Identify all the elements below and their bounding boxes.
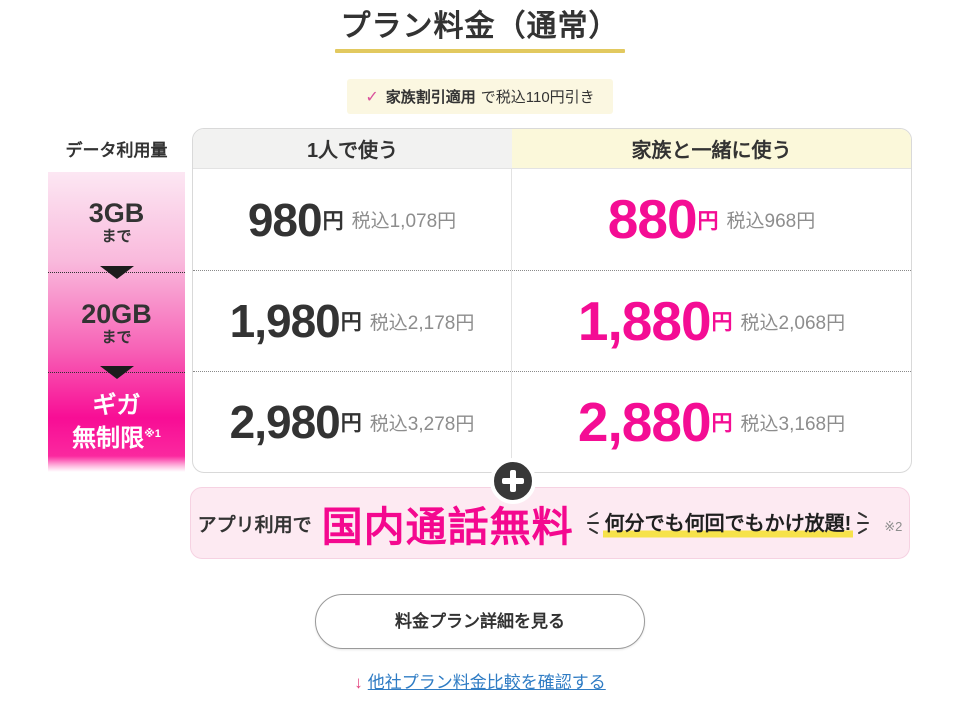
- table-row-unlimited: 2,980 円税込3,278円 2,880 円税込3,168円: [193, 371, 911, 472]
- family-discount-badge: ✓ 家族割引適用 で税込110円引き: [347, 79, 613, 114]
- down-arrow-icon: ↓: [354, 673, 363, 692]
- price-unit: 円: [340, 412, 362, 435]
- data-usage-column: データ利用量 3GB まで 20GB まで ギガ 無制限※1: [48, 128, 185, 473]
- cell-20gb-family: 1,880 円税込2,068円: [512, 271, 911, 371]
- pricing-area: データ利用量 3GB まで 20GB まで ギガ 無制限※1: [48, 128, 912, 473]
- price-tax: 税込2,068円: [740, 312, 846, 334]
- badge-bold-label: 家族割引適用: [385, 89, 476, 106]
- link-row: ↓ 他社プラン料金比較を確認する: [0, 668, 960, 693]
- table-row-20gb: 1,980 円税込2,178円 1,880 円税込2,068円: [193, 270, 911, 371]
- usage-column-header: データ利用量: [65, 140, 168, 160]
- arrow-down-icon: [99, 366, 134, 379]
- emphasis-left-icon: [586, 512, 599, 534]
- usage-cell-unlimited: ギガ 無制限※1: [48, 372, 185, 472]
- cell-3gb-solo: 980 円税込1,078円: [193, 169, 512, 270]
- price-tax: 税込2,178円: [369, 312, 475, 334]
- arrow-down-icon: [99, 266, 134, 279]
- badge-row: ✓ 家族割引適用 で税込110円引き: [0, 79, 960, 114]
- usage-cell-20gb: 20GB まで: [48, 272, 185, 372]
- price-table: 1人で使う 家族と一緒に使う 980 円税込1,078円 880 円税込968円 1…: [192, 128, 912, 473]
- title-section: プラン料金（通常）: [0, 0, 960, 53]
- price-unit: 円: [697, 209, 719, 233]
- price-tax: 税込3,278円: [369, 413, 475, 435]
- usage-20gb-label: 20GB: [81, 298, 152, 329]
- plus-icon: [490, 458, 536, 504]
- usage-20gb-suffix: まで: [101, 328, 132, 346]
- price-value: 1,980: [229, 295, 341, 347]
- table-row-3gb: 980 円税込1,078円 880 円税込968円: [193, 169, 911, 270]
- unlimited-footnote: ※1: [144, 428, 161, 440]
- price-tax: 税込3,168円: [740, 413, 846, 435]
- price-tax: 税込968円: [726, 211, 816, 232]
- price-unit: 円: [322, 209, 344, 233]
- header-family: 家族と一緒に使う: [512, 129, 911, 168]
- compare-plans-link[interactable]: 他社プラン料金比較を確認する: [367, 673, 606, 692]
- usage-3gb-label: 3GB: [88, 198, 145, 228]
- title-underline: [335, 49, 625, 53]
- price-value: 2,980: [229, 396, 341, 448]
- call-banner-footnote: ※2: [884, 519, 903, 534]
- call-banner-detail: 何分でも何回でもかけ放題!: [602, 507, 854, 539]
- header-solo: 1人で使う: [193, 129, 512, 168]
- price-value: 2,880: [577, 390, 712, 453]
- price-unit: 円: [711, 311, 733, 334]
- cell-unlimited-solo: 2,980 円税込3,278円: [193, 372, 512, 472]
- price-value: 980: [247, 193, 323, 246]
- price-unit: 円: [340, 311, 362, 334]
- price-unit: 円: [711, 412, 733, 435]
- button-row: 料金プラン詳細を見る: [0, 594, 960, 649]
- price-value: 880: [607, 188, 698, 250]
- emphasis-right-icon: [857, 512, 870, 534]
- usage-gradient-strip: 3GB まで 20GB まで ギガ 無制限※1: [48, 172, 185, 472]
- cell-20gb-solo: 1,980 円税込2,178円: [193, 271, 512, 371]
- usage-cell-3gb: 3GB まで: [48, 172, 185, 272]
- usage-unlimited-line2: 無制限※1: [72, 425, 161, 452]
- check-icon: ✓: [365, 88, 379, 106]
- page-title: プラン料金（通常）: [340, 10, 620, 43]
- price-value: 1,880: [577, 289, 712, 352]
- usage-unlimited-line1: ギガ: [92, 392, 141, 419]
- plan-details-button[interactable]: 料金プラン詳細を見る: [315, 594, 645, 649]
- price-tax: 税込1,078円: [351, 211, 457, 232]
- cell-3gb-family: 880 円税込968円: [512, 169, 911, 270]
- free-call-banner: アプリ利用で 国内通話無料 何分でも何回でもかけ放題! ※2: [190, 487, 910, 559]
- badge-rest-label: で税込110円引き: [480, 89, 595, 106]
- usage-3gb-suffix: まで: [101, 228, 132, 245]
- price-table-header: 1人で使う 家族と一緒に使う: [193, 129, 911, 169]
- call-banner-prefix: アプリ利用で: [197, 514, 312, 536]
- call-banner-highlight: 国内通話無料: [321, 504, 574, 550]
- cell-unlimited-family: 2,880 円税込3,168円: [512, 372, 911, 472]
